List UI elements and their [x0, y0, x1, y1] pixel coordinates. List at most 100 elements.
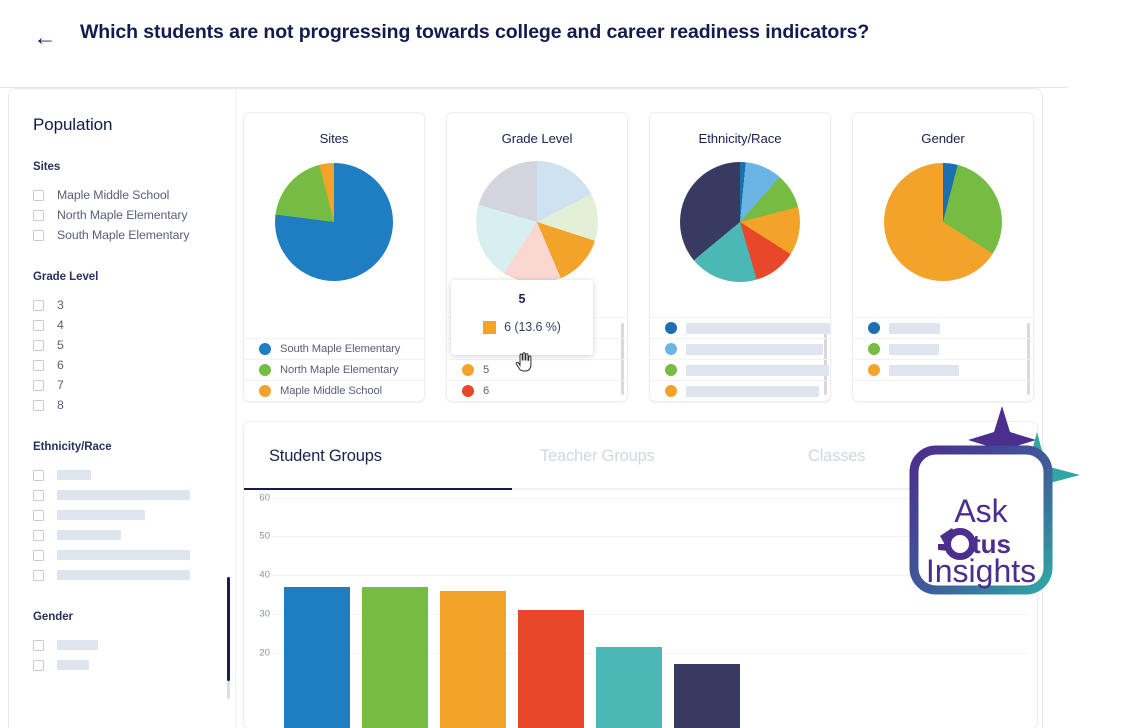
- y-axis-tick-label: 50: [259, 530, 270, 542]
- checkbox-icon[interactable]: [33, 659, 44, 671]
- legend-item[interactable]: North Maple Elementary: [244, 359, 424, 380]
- filter-option-label: 3: [57, 298, 64, 312]
- arrow-left-icon[interactable]: ←: [33, 23, 57, 50]
- filter-option-label: North Maple Elementary: [57, 208, 188, 222]
- filter-option-label: 4: [57, 318, 64, 332]
- legend-item[interactable]: [853, 359, 1033, 380]
- filter-option[interactable]: [33, 525, 234, 545]
- bar[interactable]: [362, 586, 428, 728]
- legend-item[interactable]: 5: [447, 359, 627, 380]
- gridline: [272, 536, 1027, 538]
- bar-series: [284, 490, 740, 728]
- bar[interactable]: [596, 646, 662, 728]
- pie-legend: South Maple Elementary North Maple Elemen…: [244, 338, 424, 401]
- filter-group-ethnicity-race: Ethnicity/Race: [33, 441, 234, 585]
- legend-item[interactable]: South Maple Elementary: [244, 338, 424, 359]
- tab-label: Teacher Groups: [540, 446, 655, 465]
- legend-item[interactable]: [853, 380, 1033, 401]
- redacted-label: [57, 510, 145, 520]
- tab-underline: [780, 488, 1037, 490]
- redacted-label: [57, 640, 98, 650]
- checkbox-icon[interactable]: [33, 489, 44, 501]
- filter-option[interactable]: [33, 655, 234, 675]
- bar[interactable]: [518, 610, 584, 728]
- main-panel: Population Sites Maple Middle School North…: [8, 88, 1043, 728]
- population-sidebar: Population Sites Maple Middle School North…: [9, 89, 234, 728]
- ask-otus-insights-badge[interactable]: Ask tus Insights: [906, 404, 1094, 604]
- checkbox-icon[interactable]: [33, 319, 44, 331]
- bar[interactable]: [284, 586, 350, 728]
- filter-group-gender: Gender: [33, 611, 234, 675]
- badge-line1: Ask: [954, 493, 1008, 529]
- redacted-label: [57, 490, 190, 500]
- pie-tooltip: 5 6 (13.6 %): [451, 280, 593, 355]
- pie-chart[interactable]: [680, 162, 800, 282]
- tab-teacher-groups[interactable]: Teacher Groups: [512, 422, 780, 490]
- checkbox-icon[interactable]: [33, 379, 44, 391]
- legend-item[interactable]: [853, 317, 1033, 338]
- pie-legend: [650, 317, 830, 401]
- filter-option[interactable]: 4: [33, 315, 234, 335]
- sidebar-scrollbar[interactable]: [227, 577, 230, 699]
- filter-option[interactable]: South Maple Elementary: [33, 225, 234, 245]
- filter-option[interactable]: 8: [33, 395, 234, 415]
- bar[interactable]: [674, 664, 740, 728]
- checkbox-icon[interactable]: [33, 509, 44, 521]
- svg-text:tus: tus: [972, 529, 1011, 559]
- hand-cursor-icon: [515, 352, 532, 372]
- filter-option[interactable]: 3: [33, 295, 234, 315]
- legend-item[interactable]: [650, 359, 830, 380]
- checkbox-icon[interactable]: [33, 529, 44, 541]
- filter-option[interactable]: 6: [33, 355, 234, 375]
- tab-classes[interactable]: Classes: [780, 422, 1037, 490]
- legend-redacted-label: [686, 322, 830, 334]
- legend-item[interactable]: [650, 338, 830, 359]
- tab-label: Student Groups: [269, 446, 382, 465]
- card-title: Grade Level: [501, 131, 573, 146]
- legend-item[interactable]: [650, 317, 830, 338]
- checkbox-icon[interactable]: [33, 189, 44, 201]
- bar[interactable]: [440, 590, 506, 728]
- filter-option[interactable]: [33, 565, 234, 585]
- pie-chart[interactable]: [476, 161, 598, 283]
- groups-panel: Student Groups Teacher Groups Classes 60 50…: [243, 421, 1038, 728]
- redacted-label: [57, 470, 91, 480]
- gridline: [272, 575, 1027, 577]
- checkbox-icon[interactable]: [33, 569, 44, 581]
- legend-item[interactable]: [650, 380, 830, 401]
- filter-option[interactable]: 5: [33, 335, 234, 355]
- filter-option[interactable]: [33, 545, 234, 565]
- checkbox-icon[interactable]: [33, 399, 44, 411]
- checkbox-icon[interactable]: [33, 229, 44, 241]
- legend-item[interactable]: Maple Middle School: [244, 380, 424, 401]
- redacted-label: [57, 530, 121, 540]
- redacted-label: [57, 570, 190, 580]
- checkbox-icon[interactable]: [33, 359, 44, 371]
- legend-item[interactable]: 6: [447, 380, 627, 401]
- legend-color-dot: [665, 385, 677, 397]
- checkbox-icon[interactable]: [33, 639, 44, 651]
- filter-option[interactable]: Maple Middle School: [33, 185, 234, 205]
- checkbox-icon[interactable]: [33, 469, 44, 481]
- legend-label: South Maple Elementary: [280, 343, 401, 355]
- page-title: Which students are not progressing towar…: [80, 21, 870, 43]
- filter-option[interactable]: [33, 635, 234, 655]
- pie-chart[interactable]: [884, 163, 1002, 281]
- filter-option[interactable]: 7: [33, 375, 234, 395]
- pie-chart[interactable]: [275, 163, 393, 281]
- filter-option-label: Maple Middle School: [57, 188, 170, 202]
- checkbox-icon[interactable]: [33, 339, 44, 351]
- filter-option-label: 5: [57, 338, 64, 352]
- filter-option[interactable]: [33, 485, 234, 505]
- filter-option[interactable]: [33, 505, 234, 525]
- legend-item[interactable]: [853, 338, 1033, 359]
- checkbox-icon[interactable]: [33, 549, 44, 561]
- legend-color-dot: [462, 364, 474, 376]
- chart-card-ethnicity-race: Ethnicity/Race: [649, 112, 831, 402]
- checkbox-icon[interactable]: [33, 209, 44, 221]
- filter-option[interactable]: [33, 465, 234, 485]
- tab-student-groups[interactable]: Student Groups: [244, 422, 512, 490]
- checkbox-icon[interactable]: [33, 299, 44, 311]
- filter-option[interactable]: North Maple Elementary: [33, 205, 234, 225]
